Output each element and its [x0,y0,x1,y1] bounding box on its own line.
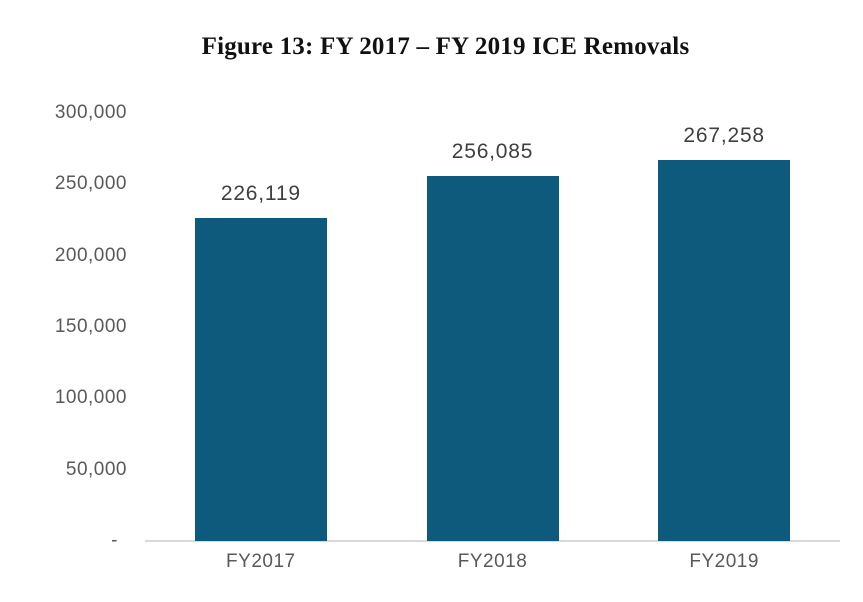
y-axis-tick-label: 100,000 [54,387,127,409]
y-axis-tick-label: 50,000 [65,458,127,480]
bar-value-label: 226,119 [220,182,301,206]
chart-title: Figure 13: FY 2017 – FY 2019 ICE Removal… [201,33,690,60]
y-axis-tick-label: 200,000 [54,244,127,266]
x-axis-category-label: FY2019 [689,551,759,572]
x-axis-line [145,540,840,542]
y-axis-tick-label: 150,000 [54,316,127,337]
x-axis-category-label: FY2018 [457,551,528,572]
y-axis-tick-label: - [111,530,118,551]
bar-fy2018 [426,175,559,541]
x-axis-category-label: FY2017 [226,551,296,572]
y-axis-tick-label: 300,000 [54,102,127,123]
bar-value-label: 256,085 [451,139,534,163]
bar-fy2017 [194,218,327,541]
bar-fy2019 [658,159,791,541]
bar-value-label: 267,258 [683,123,765,147]
y-axis-tick-label: 250,000 [54,173,127,195]
